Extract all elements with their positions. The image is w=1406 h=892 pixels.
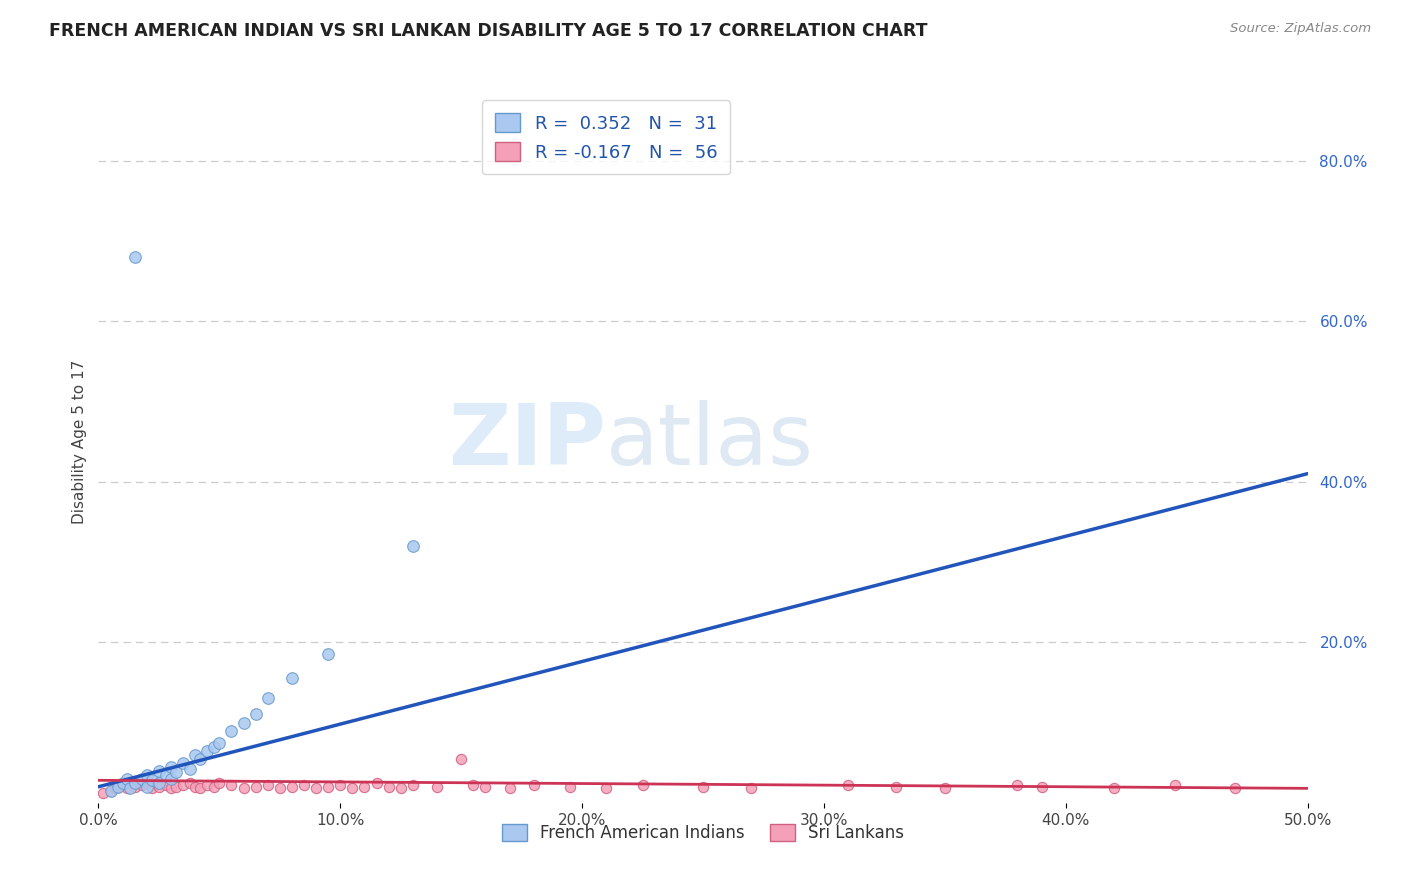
Point bbox=[450, 751, 472, 765]
Text: Source: ZipAtlas.com: Source: ZipAtlas.com bbox=[1230, 22, 1371, 36]
Point bbox=[124, 250, 146, 264]
Point bbox=[131, 778, 153, 792]
Point bbox=[165, 765, 187, 780]
Point bbox=[692, 780, 714, 794]
Point bbox=[208, 735, 231, 749]
Point bbox=[135, 776, 157, 790]
Point bbox=[377, 780, 399, 794]
Point bbox=[204, 739, 226, 754]
Point bbox=[148, 776, 170, 790]
Point bbox=[195, 744, 218, 758]
Point bbox=[402, 539, 425, 553]
Point bbox=[188, 781, 211, 796]
Y-axis label: Disability Age 5 to 17: Disability Age 5 to 17 bbox=[72, 359, 87, 524]
Legend: French American Indians, Sri Lankans: French American Indians, Sri Lankans bbox=[495, 817, 911, 848]
Point bbox=[111, 778, 134, 792]
Point bbox=[631, 778, 654, 792]
Point bbox=[329, 778, 352, 792]
Point bbox=[131, 772, 153, 786]
Point bbox=[117, 781, 139, 796]
Point bbox=[232, 781, 254, 796]
Point bbox=[316, 780, 339, 794]
Point bbox=[366, 776, 388, 790]
Point bbox=[221, 778, 243, 792]
Point bbox=[155, 778, 177, 792]
Point bbox=[1102, 781, 1125, 796]
Point bbox=[165, 780, 187, 794]
Point bbox=[463, 778, 485, 792]
Text: atlas: atlas bbox=[606, 400, 814, 483]
Point bbox=[188, 751, 211, 765]
Point bbox=[498, 781, 520, 796]
Point bbox=[160, 760, 183, 774]
Point bbox=[172, 778, 194, 792]
Point bbox=[886, 780, 908, 794]
Point bbox=[316, 648, 339, 662]
Point bbox=[135, 780, 157, 794]
Point bbox=[221, 723, 243, 738]
Point bbox=[141, 781, 163, 796]
Point bbox=[256, 691, 278, 706]
Point bbox=[124, 776, 146, 790]
Point bbox=[402, 778, 425, 792]
Point bbox=[204, 780, 226, 794]
Point bbox=[1163, 778, 1185, 792]
Point bbox=[558, 780, 581, 794]
Point bbox=[1031, 780, 1053, 794]
Point bbox=[474, 780, 496, 794]
Point bbox=[107, 780, 129, 794]
Point bbox=[155, 767, 177, 781]
Point bbox=[148, 764, 170, 778]
Point bbox=[100, 784, 122, 798]
Point bbox=[1223, 781, 1246, 796]
Point bbox=[195, 778, 218, 792]
Point bbox=[104, 781, 127, 796]
Point bbox=[179, 776, 201, 790]
Point bbox=[256, 778, 278, 792]
Point bbox=[141, 773, 163, 788]
Point bbox=[135, 767, 157, 781]
Point bbox=[292, 778, 315, 792]
Point bbox=[111, 776, 134, 790]
Point bbox=[837, 778, 859, 792]
Point bbox=[740, 781, 762, 796]
Point bbox=[342, 781, 364, 796]
Point bbox=[305, 781, 328, 796]
Point bbox=[232, 715, 254, 730]
Point bbox=[1007, 778, 1029, 792]
Point bbox=[245, 780, 267, 794]
Point bbox=[172, 756, 194, 770]
Text: FRENCH AMERICAN INDIAN VS SRI LANKAN DISABILITY AGE 5 TO 17 CORRELATION CHART: FRENCH AMERICAN INDIAN VS SRI LANKAN DIS… bbox=[49, 22, 928, 40]
Point bbox=[353, 780, 375, 794]
Point bbox=[269, 781, 291, 796]
Point bbox=[160, 781, 183, 796]
Point bbox=[208, 776, 231, 790]
Point bbox=[245, 707, 267, 722]
Point bbox=[148, 780, 170, 794]
Point bbox=[281, 671, 304, 685]
Point bbox=[118, 781, 141, 796]
Point bbox=[426, 780, 449, 794]
Point bbox=[100, 784, 122, 798]
Point bbox=[389, 781, 412, 796]
Point bbox=[184, 780, 207, 794]
Point bbox=[281, 780, 304, 794]
Point bbox=[595, 781, 617, 796]
Text: ZIP: ZIP bbox=[449, 400, 606, 483]
Point bbox=[107, 780, 129, 794]
Point bbox=[91, 786, 114, 800]
Point bbox=[184, 747, 207, 762]
Point bbox=[179, 762, 201, 776]
Point bbox=[523, 778, 546, 792]
Point bbox=[124, 780, 146, 794]
Point bbox=[160, 772, 183, 786]
Point bbox=[934, 781, 956, 796]
Point bbox=[117, 772, 139, 786]
